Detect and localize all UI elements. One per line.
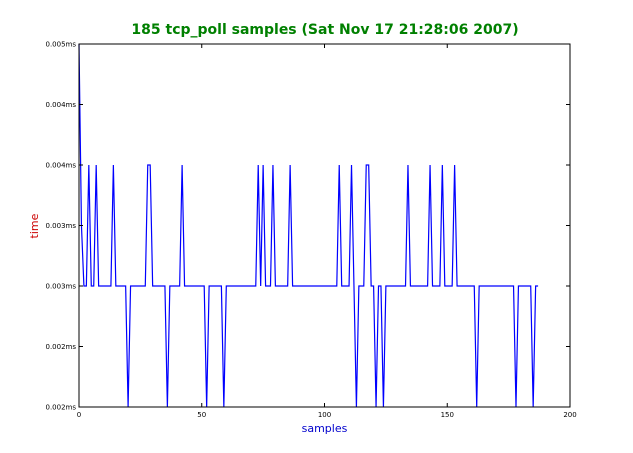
x-tick-label: 100 <box>318 411 331 419</box>
plot-area <box>78 43 539 408</box>
y-tick-label: 0.003ms <box>45 222 76 230</box>
axis-ticks: 0 50 100 150 200 0.002ms 0.002ms 0.003ms 0.003ms… <box>45 41 576 420</box>
x-tick-label: 50 <box>197 411 206 419</box>
y-tick-label: 0.005ms <box>45 41 76 49</box>
plot-frame <box>78 43 571 408</box>
y-tick-label: 0.004ms <box>45 101 76 109</box>
chart-title: 185 tcp_poll samples (Sat Nov 17 21:28:0… <box>131 22 518 38</box>
y-axis-label: time <box>28 213 41 238</box>
x-tick-label: 150 <box>441 411 454 419</box>
y-tick-label: 0.004ms <box>45 162 76 170</box>
y-tick-label: 0.002ms <box>45 404 76 412</box>
x-axis-label: samples <box>302 422 348 435</box>
y-tick-label: 0.003ms <box>45 283 76 291</box>
x-tick-label: 200 <box>563 411 576 419</box>
series-line <box>78 43 539 408</box>
x-tick-label: 0 <box>77 411 81 419</box>
y-tick-label: 0.002ms <box>45 343 76 351</box>
